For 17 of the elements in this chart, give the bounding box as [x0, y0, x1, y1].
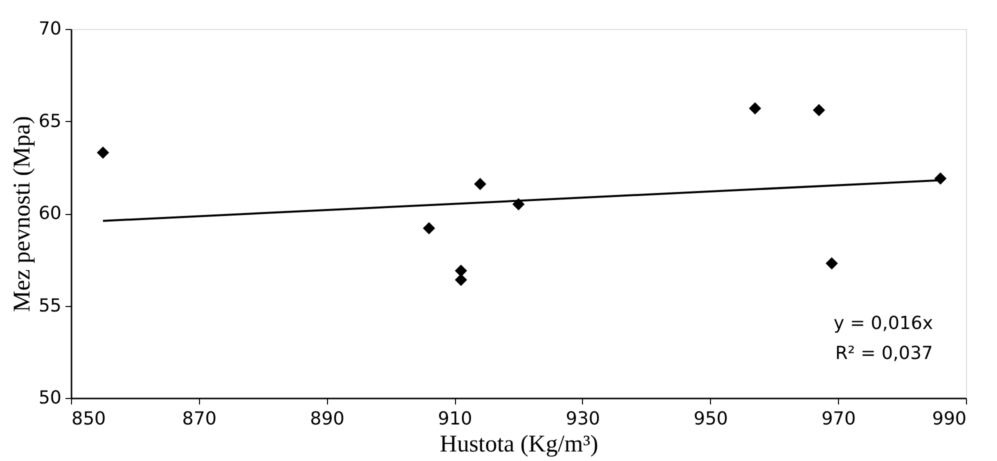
x-tick-label: 910 — [438, 408, 472, 430]
y-tick-label: 70 — [38, 18, 62, 40]
x-tick-label: 930 — [566, 408, 600, 430]
y-tick-label: 60 — [38, 203, 62, 224]
y-tick-label: 55 — [38, 295, 62, 316]
x-tick-label: 890 — [310, 408, 344, 430]
annotation: y = 0,016x — [834, 313, 934, 334]
y-tick-label: 50 — [38, 388, 62, 408]
y-axis-title: Mez pevnosti (Mpa) — [10, 116, 36, 312]
x-tick-label: 970 — [821, 408, 856, 430]
x-axis-title: Hustota (Kg/m³) — [440, 432, 598, 458]
annotation: R² = 0,037 — [835, 343, 933, 364]
y-tick-label: 65 — [38, 110, 62, 132]
x-tick-label: 850 — [72, 408, 106, 430]
x-tick-label: 870 — [182, 408, 217, 430]
x-tick-label: 950 — [694, 408, 728, 430]
x-tick-label: 990 — [932, 408, 966, 430]
